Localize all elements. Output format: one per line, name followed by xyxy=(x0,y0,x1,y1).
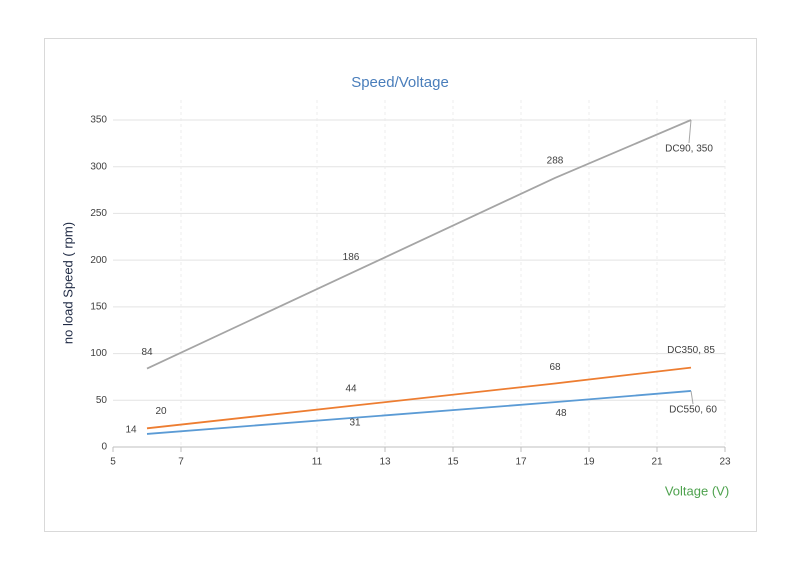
x-axis-label: Voltage (V) xyxy=(665,483,729,498)
data-label: 186 xyxy=(343,252,360,263)
y-axis-label: no load Speed ( rpm) xyxy=(60,222,75,344)
data-label: DC350, 85 xyxy=(667,345,715,356)
y-tick-label: 0 xyxy=(101,442,107,453)
chart-border xyxy=(44,38,757,532)
x-tick-label: 13 xyxy=(379,457,391,468)
series-line xyxy=(146,366,692,430)
x-tick-label: 19 xyxy=(583,457,595,468)
x-tick-label: 7 xyxy=(178,457,184,468)
data-label: 84 xyxy=(141,347,153,358)
y-tick-label: 250 xyxy=(90,208,107,219)
data-label: 31 xyxy=(349,418,361,429)
data-label: DC90, 350 xyxy=(665,144,713,155)
x-tick-label: 21 xyxy=(651,457,663,468)
y-tick-label: 50 xyxy=(96,395,108,406)
data-label: 20 xyxy=(155,406,167,417)
y-tick-label: 100 xyxy=(90,348,107,359)
data-label: 14 xyxy=(125,425,137,436)
data-label: 68 xyxy=(549,362,561,373)
x-tick-label: 23 xyxy=(719,457,731,468)
y-tick-label: 150 xyxy=(90,301,107,312)
y-tick-label: 200 xyxy=(90,255,107,266)
data-label: 288 xyxy=(547,156,564,167)
x-tick-label: 17 xyxy=(515,457,527,468)
x-tick-label: 15 xyxy=(447,457,459,468)
x-tick-label: 5 xyxy=(110,457,116,468)
chart-title: Speed/Voltage xyxy=(351,74,449,91)
series-line xyxy=(146,119,692,370)
series-line xyxy=(146,390,692,435)
x-tick-label: 11 xyxy=(312,457,323,468)
y-tick-label: 300 xyxy=(90,161,107,172)
y-tick-label: 350 xyxy=(90,115,107,126)
leader-line xyxy=(688,119,692,144)
data-label: 48 xyxy=(555,408,567,419)
data-label: DC550, 60 xyxy=(669,405,717,416)
data-label: 44 xyxy=(345,384,357,395)
leader-line xyxy=(690,390,694,405)
